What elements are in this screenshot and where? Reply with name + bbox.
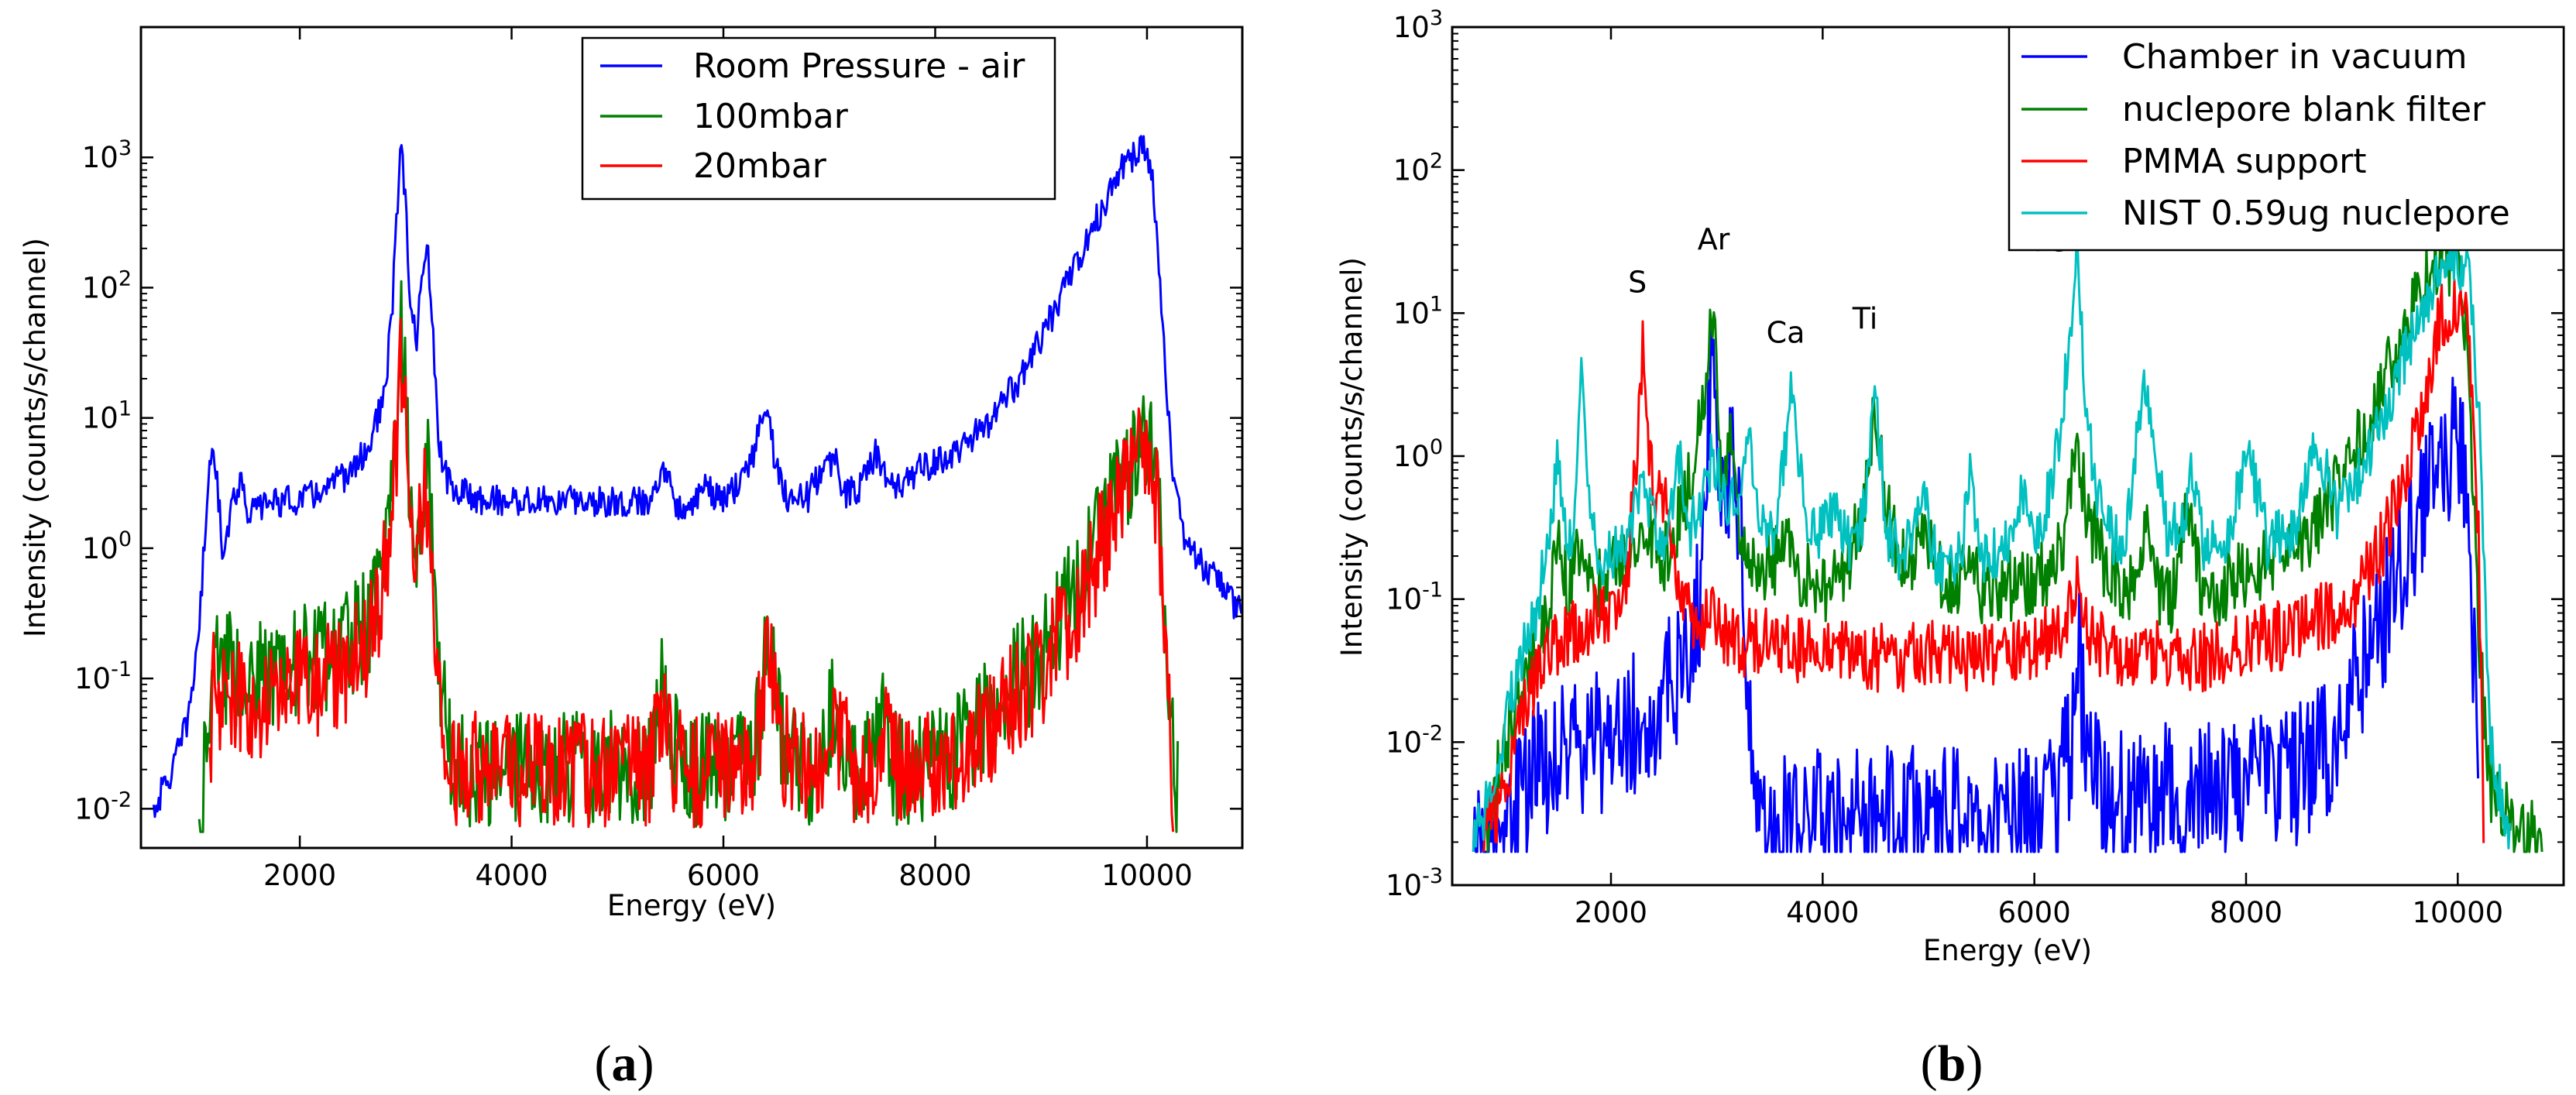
chart-a-x-tick-label: 2000 <box>263 859 336 892</box>
chart-a-series-line-0 <box>152 135 1242 819</box>
chart-b-y-tick-label: 10-1 <box>1386 578 1443 616</box>
chart-a-y-axis-title: Intensity (counts/s/channel) <box>19 238 52 637</box>
chart-a-x-tick-label: 8000 <box>898 859 971 892</box>
chart-b-series-line-1 <box>1482 224 2543 853</box>
chart-b-peak-label: Ti <box>1852 301 1878 335</box>
chart-a-x-tick-label: 10000 <box>1101 859 1193 892</box>
chart-a-y-tick-label: 103 <box>82 136 132 174</box>
panel-label-a-close: ) <box>637 1035 654 1092</box>
chart-b-x-tick-label: 2000 <box>1575 896 1647 929</box>
chart-a-series-group <box>152 135 1242 833</box>
chart-b-peak-label: Ar <box>1698 222 1730 256</box>
chart-b-y-axis-title: Intensity (counts/s/channel) <box>1335 257 1369 657</box>
chart-b-legend-label-0: Chamber in vacuum <box>2122 37 2467 77</box>
chart-b-legend-label-3: NIST 0.59ug nuclepore <box>2122 194 2510 233</box>
panel-label-b-close: ) <box>1966 1035 1983 1092</box>
chart-b-y-tick-label: 102 <box>1393 149 1443 187</box>
chart-panel-b: 2000 4000 6000 8000 10000 10-3 10-2 10-1 100 101 1… <box>1335 6 2565 1092</box>
chart-b-y-tick-label: 10-3 <box>1386 864 1443 902</box>
chart-panel-a: 2000 4000 6000 8000 10000 10-2 10-1 100 101 102 10… <box>19 26 1244 1092</box>
chart-b-legend-label-1: nuclepore blank filter <box>2122 90 2486 129</box>
chart-a-x-tick-label: 4000 <box>475 859 548 892</box>
chart-b-y-tick-label: 101 <box>1393 292 1443 330</box>
chart-b-y-tick-label: 103 <box>1393 6 1443 44</box>
chart-a-legend-label-1: 100mbar <box>693 97 849 136</box>
chart-b-y-tick-label: 100 <box>1393 435 1443 473</box>
chart-a-x-tick-label: 6000 <box>687 859 760 892</box>
chart-b-x-axis-title: Energy (eV) <box>1923 934 2092 967</box>
chart-a-y-tick-label: 101 <box>82 397 132 435</box>
chart-a-y-tick-label: 10-1 <box>74 657 132 695</box>
chart-b-series-line-0 <box>1472 324 2480 853</box>
chart-b-x-tick-label: 6000 <box>1998 896 2071 929</box>
chart-a-x-axis-title: Energy (eV) <box>607 889 776 922</box>
chart-a-y-tick-label: 10-2 <box>74 788 132 826</box>
panel-label-a-letter: a <box>612 1035 637 1092</box>
chart-b-x-tick-label: 10000 <box>2412 896 2503 929</box>
panel-label-b-letter: b <box>1938 1035 1966 1092</box>
chart-b-legend-label-2: PMMA support <box>2122 142 2366 181</box>
chart-b-legend: Chamber in vacuum nuclepore blank filter… <box>2008 26 2565 252</box>
chart-a-axes: 2000 4000 6000 8000 10000 10-2 10-1 100 101 102 10… <box>74 27 1242 892</box>
panel-label-b: (b) <box>1921 1035 1984 1092</box>
panel-label-b-open: ( <box>1921 1035 1938 1092</box>
chart-a-y-tick-label: 100 <box>82 527 132 565</box>
chart-b-series-line-3 <box>1472 231 2512 853</box>
chart-b-legend-box <box>2008 26 2565 252</box>
chart-b-axes: 2000 4000 6000 8000 10000 10-3 10-2 10-1 100 101 1… <box>1386 6 2564 929</box>
chart-a-legend-label-0: Room Pressure - air <box>693 46 1025 86</box>
chart-a-legend-label-2: 20mbar <box>693 146 827 186</box>
chart-a-y-tick-label: 102 <box>82 266 132 304</box>
chart-b-peak-label: Ca <box>1767 316 1805 350</box>
chart-b-x-tick-label: 8000 <box>2210 896 2282 929</box>
chart-b-y-tick-label: 10-2 <box>1386 721 1443 759</box>
chart-b-peak-label: S <box>1628 265 1647 299</box>
chart-b-series-group <box>1472 224 2543 853</box>
chart-a-series-line-2 <box>208 318 1175 832</box>
panel-label-a-open: ( <box>595 1035 612 1092</box>
chart-b-series-line-2 <box>1482 278 2485 853</box>
chart-b-x-tick-label: 4000 <box>1786 896 1859 929</box>
panel-label-a: (a) <box>595 1035 654 1092</box>
chart-a-legend: Room Pressure - air 100mbar 20mbar <box>581 36 1056 201</box>
